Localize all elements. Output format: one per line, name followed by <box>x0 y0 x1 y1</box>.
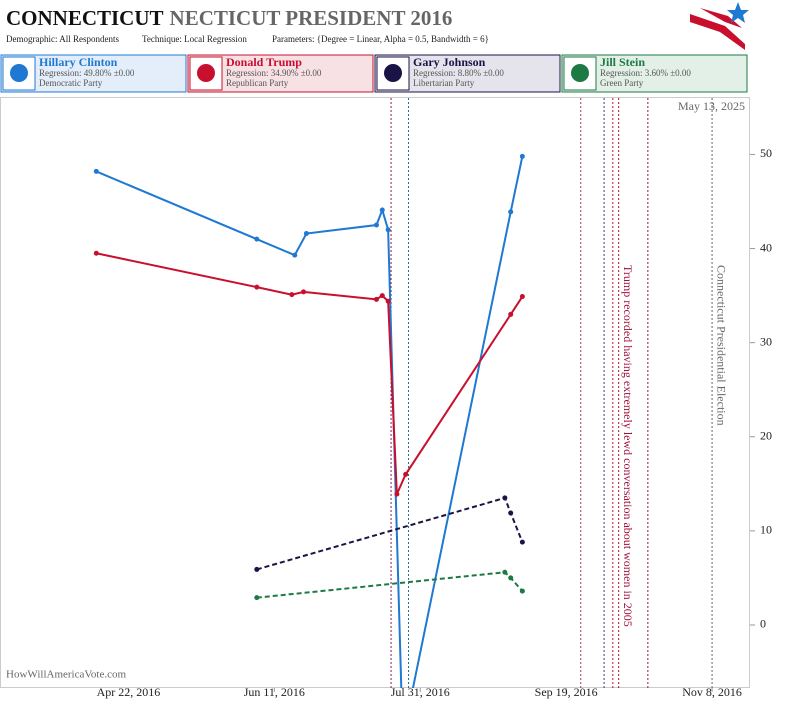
data-point <box>379 207 385 213</box>
data-point <box>519 539 525 545</box>
data-point <box>385 227 391 233</box>
date: May 13, 2025 <box>678 99 745 113</box>
data-point <box>379 293 385 299</box>
x-tick-label: Nov 8, 2016 <box>682 685 742 699</box>
legend-party: Democratic Party <box>39 78 103 88</box>
data-point <box>403 471 409 477</box>
data-point <box>289 292 295 298</box>
event-label: Connecticut Presidential Election <box>714 265 728 426</box>
data-point <box>385 298 391 304</box>
y-tick-label: 50 <box>760 146 772 160</box>
y-tick-label: 30 <box>760 334 772 348</box>
data-point <box>519 588 525 594</box>
data-point <box>508 311 514 317</box>
data-point <box>508 209 514 215</box>
data-point <box>394 491 400 497</box>
data-point <box>93 168 99 174</box>
logo <box>690 2 749 50</box>
legend-party: Green Party <box>600 78 644 88</box>
data-point <box>519 153 525 159</box>
data-point <box>508 575 514 581</box>
legend-icon-mark <box>384 64 402 82</box>
series-line <box>256 496 524 571</box>
data-point <box>254 595 260 601</box>
data-point <box>301 289 307 295</box>
data-point <box>254 284 260 290</box>
technique: Technique: Local Regression <box>142 34 247 44</box>
data-point <box>292 252 298 258</box>
plot-lines <box>93 153 525 688</box>
data-point <box>502 495 508 501</box>
x-tick-label: Jul 31, 2016 <box>391 685 450 699</box>
data-point <box>373 222 379 228</box>
legend-name: Gary Johnson <box>413 55 486 69</box>
legend-regression: Regression: 49.80% ±0.00 <box>39 68 135 78</box>
data-point <box>519 294 525 300</box>
legend-icon-mark <box>197 64 215 82</box>
series-line <box>96 252 524 495</box>
legend-regression: Regression: 8.80% ±0.00 <box>413 68 504 78</box>
plot-frame <box>0 97 750 688</box>
title-rest: NECTICUT PRESIDENT 2016 <box>170 6 453 30</box>
data-point <box>373 296 379 302</box>
legend-name: Jill Stein <box>600 55 645 69</box>
data-point <box>254 566 260 572</box>
title-state: CONNECTICUT <box>6 6 164 30</box>
series-line <box>95 156 524 688</box>
parameters: Parameters: {Degree = Linear, Alpha = 0.… <box>272 34 489 44</box>
legend-regression: Regression: 34.90% ±0.00 <box>226 68 322 78</box>
data-point <box>508 510 514 516</box>
data-point <box>254 236 260 242</box>
data-point <box>502 569 508 575</box>
demographic: Demographic: All Respondents <box>6 34 119 44</box>
legend-icon-mark <box>10 64 28 82</box>
y-tick-label: 10 <box>760 523 772 537</box>
watermark: HowWillAmericaVote.com <box>6 669 126 681</box>
legend-name: Hillary Clinton <box>39 55 118 69</box>
legend-party: Libertarian Party <box>413 78 475 88</box>
title: CONNECTICUT NECTICUT PRESIDENT 2016 <box>6 6 452 30</box>
y-tick-label: 40 <box>760 240 772 254</box>
x-tick-label: Sep 19, 2016 <box>535 685 598 699</box>
data-point <box>303 231 309 237</box>
event-label: Trump recorded having extremely lewd con… <box>621 265 635 627</box>
legend-regression: Regression: 3.60% ±0.00 <box>600 68 691 78</box>
legend-icon-mark <box>571 64 589 82</box>
y-tick-label: 20 <box>760 429 772 443</box>
legend-party: Republican Party <box>226 78 289 88</box>
data-point <box>93 250 99 256</box>
x-tick-label: Apr 22, 2016 <box>97 685 161 699</box>
x-tick-label: Jun 11, 2016 <box>244 685 305 699</box>
series-line <box>256 571 524 599</box>
y-tick-label: 0 <box>760 617 766 631</box>
legend-name: Donald Trump <box>226 55 302 69</box>
